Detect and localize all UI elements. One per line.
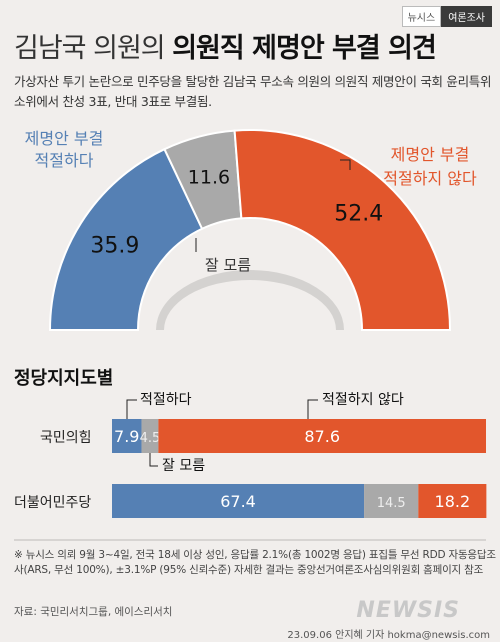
bar-label-orange-0: 87.6	[304, 427, 340, 446]
source: 자료: 국민리서치그룹, 에이스리서치	[14, 606, 173, 618]
bar-seg-blue-1	[112, 484, 365, 518]
donut-label-orange-line2: 적절하지 않다	[383, 169, 477, 188]
bar-label-gray-1: 14.5	[377, 496, 406, 511]
section-title: 정당지지도별	[14, 368, 114, 389]
bar-seg-blue-0	[112, 419, 142, 453]
bar-label-gray-0: 4.5	[140, 431, 161, 446]
page-title: 김남국 의원의 의원직 제명안 부결 의견	[14, 26, 437, 65]
bar-seg-gray-0	[141, 419, 159, 453]
donut-leader-orange	[340, 159, 351, 170]
bar-seg-orange-0	[158, 419, 486, 453]
bar-leader-gray	[149, 453, 158, 467]
subtitle: 가상자산 투기 논란으로 민주당을 탈당한 김남국 무소속 의원의 의원직 제명…	[14, 74, 492, 109]
title-part1: 김남국 의원의	[14, 33, 173, 64]
bar-seg-orange-1	[418, 484, 487, 518]
bar-series-label-blue: 적절하다	[140, 392, 192, 408]
credit: 23.09.06 안지혜 기자 hokma@newsis.com	[287, 630, 490, 641]
bar-seg-gray-1	[364, 484, 419, 518]
bar-label-orange-1: 18.2	[435, 492, 471, 511]
watermark-newsis: NEWSIS	[356, 598, 460, 623]
donut-label-gray: 잘 모름	[205, 256, 251, 274]
donut-value-gray: 11.6	[188, 166, 230, 188]
brand-poll: 여론조사	[441, 6, 492, 27]
brand-badge: 뉴시스 여론조사	[401, 6, 492, 27]
donut-label-blue-line2: 적절하다	[35, 151, 94, 170]
donut-value-blue: 35.9	[90, 233, 139, 258]
row-label-ppp: 국민의힘	[40, 430, 92, 446]
donut-label-orange-line1: 제명안 부결	[391, 145, 470, 164]
brand-newsis: 뉴시스	[401, 6, 442, 27]
footnote: ※ 뉴시스 의뢰 9월 3~4일, 전국 18세 이상 성인, 응답률 2.1%…	[14, 549, 496, 576]
bar-leader-blue	[126, 399, 137, 419]
row-label-dp: 더불어민주당	[14, 495, 92, 511]
bar-label-blue-0: 7.9	[114, 427, 139, 446]
donut-value-orange: 52.4	[334, 202, 383, 227]
donut-slice-orange	[233, 129, 452, 331]
bar-series-label-gray: 잘 모름	[162, 458, 205, 474]
donut-label-blue-line1: 제명안 부결	[25, 129, 104, 148]
bar-label-blue-1: 67.4	[220, 492, 256, 511]
bar-leader-orange	[307, 399, 318, 419]
donut-inner-shadow	[156, 270, 344, 330]
title-part2: 의원직 제명안 부결 의견	[172, 33, 437, 64]
donut-slice-blue	[48, 147, 204, 331]
bar-series-label-orange: 적절하지 않다	[322, 392, 404, 408]
